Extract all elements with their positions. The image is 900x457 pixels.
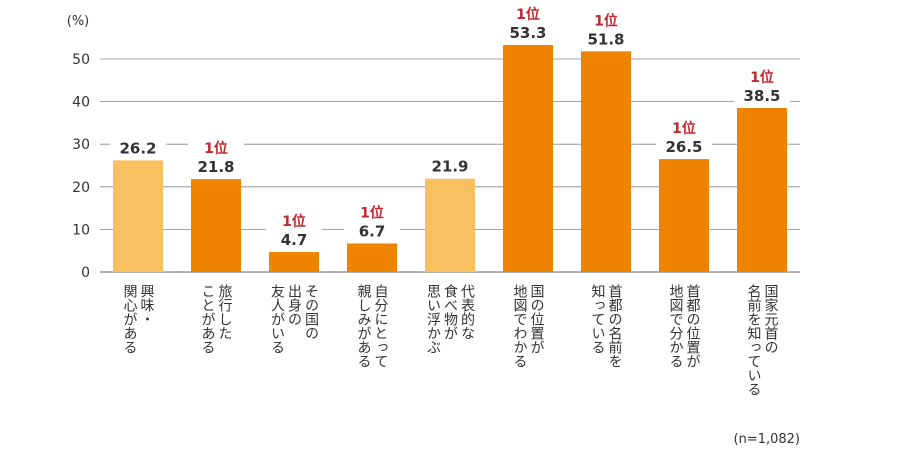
rank-label: 1位 xyxy=(360,204,384,221)
data-label: 21.9 xyxy=(431,158,468,176)
category-label: 旅行した xyxy=(217,284,233,340)
label-backing xyxy=(344,203,400,243)
y-tick-label: 0 xyxy=(81,265,90,281)
category-label: 思い浮かぶ xyxy=(425,284,441,354)
data-label: 21.8 xyxy=(197,158,234,176)
data-label: 26.5 xyxy=(665,138,702,156)
y-tick-label: 50 xyxy=(72,52,90,68)
rank-label: 1位 xyxy=(594,12,618,29)
category-label: ことがある xyxy=(200,284,216,354)
sample-size-note: (n=1,082) xyxy=(734,432,801,447)
y-axis-unit: (%) xyxy=(67,14,90,29)
category-label: 首都の位置が xyxy=(685,284,701,368)
label-backing xyxy=(656,119,712,159)
category-label: 首都の名前を xyxy=(607,284,623,368)
category-label: 友人がいる xyxy=(269,284,285,354)
category-label: 親しみがある xyxy=(356,284,372,368)
category-label: 食べ物が xyxy=(442,283,458,340)
y-tick-label: 10 xyxy=(72,222,90,238)
label-backing xyxy=(188,139,244,179)
category-label: 国家元首の xyxy=(763,284,779,354)
category-label: 地図でわかる xyxy=(512,284,528,368)
label-backing xyxy=(500,4,556,44)
category-label: 知っている xyxy=(590,283,606,354)
rank-label: 1位 xyxy=(516,6,540,23)
label-backing xyxy=(578,11,634,51)
bar xyxy=(503,44,553,272)
bar xyxy=(425,178,475,272)
category-label: 地図で分かる xyxy=(668,284,684,368)
bar xyxy=(347,243,397,272)
bar xyxy=(659,159,709,272)
bar xyxy=(737,107,787,273)
category-label: 代表的な xyxy=(459,284,475,340)
category-label: 自分にとって xyxy=(373,284,389,368)
category-label: その国の xyxy=(303,284,319,340)
bar xyxy=(581,51,631,272)
y-tick-label: 40 xyxy=(72,95,90,111)
rank-label: 1位 xyxy=(204,140,228,157)
bar xyxy=(113,160,163,272)
rank-label: 1位 xyxy=(750,69,774,86)
label-backing xyxy=(110,138,166,160)
label-backing xyxy=(266,211,322,251)
data-label: 38.5 xyxy=(743,87,780,105)
label-backing xyxy=(422,156,478,178)
bar xyxy=(191,179,241,272)
category-label: 関心がある xyxy=(122,284,138,354)
y-tick-label: 30 xyxy=(72,137,90,153)
label-backing xyxy=(734,67,790,107)
data-label: 53.3 xyxy=(509,24,546,42)
data-label: 6.7 xyxy=(359,222,386,240)
category-label: 興味・ xyxy=(139,284,155,326)
category-label: 国の位置が xyxy=(529,284,545,354)
bar xyxy=(269,251,319,272)
data-label: 4.7 xyxy=(281,231,308,249)
data-label: 26.2 xyxy=(119,139,156,157)
rank-label: 1位 xyxy=(282,213,306,230)
category-label: 出身の xyxy=(286,284,302,326)
rank-label: 1位 xyxy=(672,120,696,137)
category-label: 名前を知っている xyxy=(746,284,762,396)
y-tick-label: 20 xyxy=(72,180,90,196)
data-label: 51.8 xyxy=(587,30,624,48)
